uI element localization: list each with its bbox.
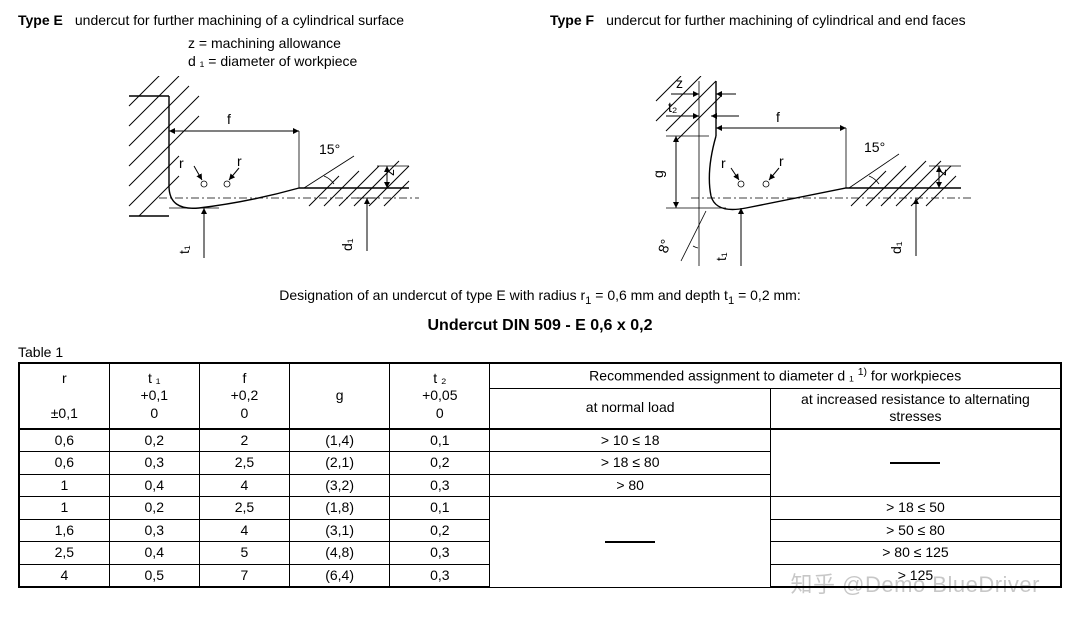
col-rec: Recommended assignment to diameter d ₁ 1… (490, 363, 1061, 388)
type-f-diagram: z t₂ f g r r (621, 76, 991, 276)
svg-text:d₁: d₁ (888, 241, 904, 254)
col-rec-right: at increased resistance to alternating s… (770, 388, 1061, 429)
type-f-desc: undercut for further machining of cylind… (606, 12, 966, 30)
type-e-diagram: f r r 15° z t₁ (109, 76, 439, 266)
table-header-row-1: r ±0,1 t ₁ +0,1 0 f +0,2 0 g t ₂ +0,05 0… (19, 363, 1061, 388)
svg-text:r: r (237, 153, 242, 169)
dim-g: g (650, 170, 666, 178)
dim-z2: z (676, 76, 683, 91)
legend: z = machining allowance d ₁ = diameter o… (188, 34, 530, 70)
dim-t2: t₂ (668, 99, 677, 115)
dim-z: z (381, 169, 397, 176)
type-e-desc: undercut for further machining of a cyli… (75, 12, 404, 30)
dim-f: f (227, 111, 231, 127)
dim-f2: f (776, 109, 780, 125)
dim-d1: d₁ (339, 238, 355, 251)
svg-text:z: z (933, 169, 949, 176)
col-r: r ±0,1 (19, 363, 109, 428)
svg-text:r: r (779, 153, 784, 169)
designation-line1: Designation of an undercut of type E wit… (18, 286, 1062, 309)
undercut-table: r ±0,1 t ₁ +0,1 0 f +0,2 0 g t ₂ +0,05 0… (18, 362, 1062, 588)
col-g: g (290, 363, 390, 428)
table-row: 10,22,5(1,8)0,1> 18 ≤ 50 (19, 497, 1061, 520)
col-t2: t ₂ +0,05 0 (390, 363, 490, 428)
dim-15: 15° (319, 141, 340, 157)
type-header-row: Type E undercut for further machining of… (18, 12, 1062, 70)
col-rec-left: at normal load (490, 388, 771, 429)
dim-8: 8° (655, 237, 674, 255)
dim-t1: t₁ (176, 245, 192, 254)
dim-r: r (179, 155, 184, 171)
table-row: 0,60,22(1,4)0,1> 10 ≤ 18 (19, 429, 1061, 452)
type-f-block: Type F undercut for further machining of… (550, 12, 1062, 70)
type-f-label: Type F (550, 12, 594, 28)
type-e-label: Type E (18, 12, 63, 28)
table-caption: Table 1 (18, 344, 1062, 360)
type-e-block: Type E undercut for further machining of… (18, 12, 530, 70)
legend-z: z = machining allowance (188, 34, 530, 52)
svg-text:r: r (721, 155, 726, 171)
designation-block: Designation of an undercut of type E wit… (18, 286, 1062, 337)
col-f: f +0,2 0 (199, 363, 289, 428)
col-t1: t ₁ +0,1 0 (109, 363, 199, 428)
legend-d1: d ₁ = diameter of workpiece (188, 52, 530, 70)
svg-text:t₁: t₁ (713, 252, 729, 261)
diagrams-row: f r r 15° z t₁ (18, 70, 1062, 276)
svg-text:15°: 15° (864, 139, 885, 155)
designation-line2: Undercut DIN 509 - E 0,6 x 0,2 (18, 315, 1062, 337)
